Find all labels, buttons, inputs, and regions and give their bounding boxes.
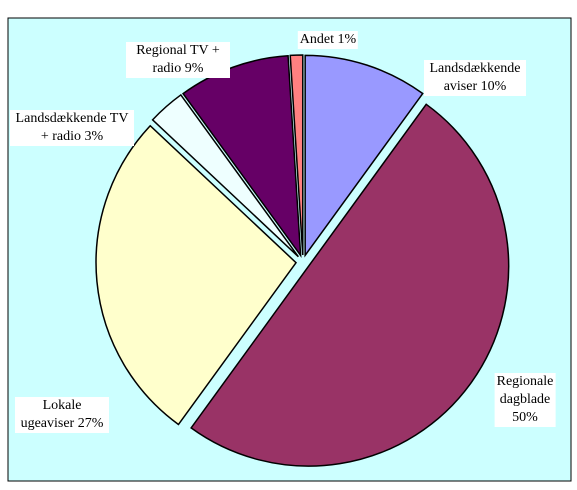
category-name: Landsdækkende aviser: [429, 61, 521, 94]
value-label: 1%: [337, 32, 357, 47]
value-label: 3%: [84, 129, 104, 144]
pie-slice: [190, 103, 510, 467]
slice-label: Landsdækkende TV + radio 3%: [10, 110, 134, 146]
slice-label: Regionale dagblade 50%: [494, 373, 556, 427]
category-name: Regional TV + radio: [136, 43, 220, 76]
slice-label: Lokale ugeaviser 27%: [15, 397, 109, 433]
slice-label: Regional TV + radio 9%: [126, 42, 230, 78]
value-label: 9%: [184, 61, 204, 76]
pie-slice: [95, 124, 298, 426]
category-name: Regionale dagblade: [496, 374, 554, 407]
slice-label: Andet 1%: [297, 31, 359, 49]
value-label: 50%: [512, 410, 538, 425]
slice-label: Landsdækkende aviser 10%: [424, 60, 526, 96]
value-label: 10%: [480, 79, 507, 94]
category-name: Lokale ugeaviser: [20, 398, 82, 431]
pie-slice: [151, 93, 299, 258]
pie-slice: [289, 54, 304, 256]
category-name: Landsdækkende TV + radio: [15, 111, 129, 144]
value-label: 27%: [77, 416, 104, 431]
category-name: Andet: [299, 32, 335, 47]
pie-slice: [304, 54, 424, 258]
pie-slice: [182, 55, 302, 258]
